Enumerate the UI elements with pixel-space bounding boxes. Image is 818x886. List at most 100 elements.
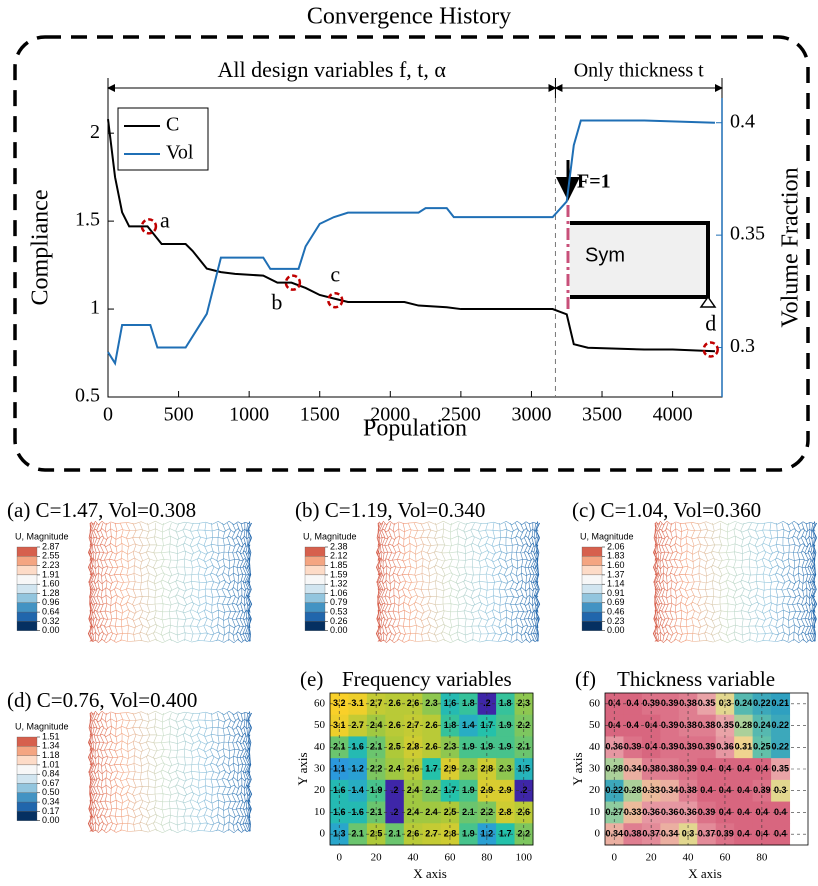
cell-label: 2.2 <box>481 807 494 817</box>
cell-label: 0.35 <box>698 698 716 708</box>
y-tick-label: 0.5 <box>75 385 100 407</box>
colorbar-box <box>16 611 38 622</box>
domain <box>570 223 708 297</box>
cell-label: 0.4 <box>737 785 750 795</box>
cell-label: 0.4 <box>756 763 769 773</box>
frame <box>13 35 810 472</box>
colorbar-box <box>581 556 603 566</box>
cell-label: 2.9 <box>481 785 494 795</box>
heat-cell <box>678 758 698 781</box>
colorbar-box <box>304 584 326 594</box>
heat-cell <box>697 779 717 803</box>
cell-label: 0.36 <box>642 807 660 817</box>
cell-label: 1.8 <box>462 698 475 708</box>
cell-label: 0.39 <box>642 698 660 708</box>
cell-label: 1.9 <box>499 720 512 730</box>
heat-cell <box>366 823 386 846</box>
colorbar-box <box>16 736 38 747</box>
colorbar-box <box>16 565 38 576</box>
heat-cell <box>366 693 386 716</box>
colorbar-tick-label: 0.96 <box>42 597 60 607</box>
cell-label: 2.4 <box>407 785 420 795</box>
cell-label: 1.7 <box>425 763 438 773</box>
y2-tick-label: 0.4 <box>730 110 755 132</box>
panel-label: (f) <box>575 667 596 691</box>
cell-label: 2.8 <box>481 763 494 773</box>
x-tick-label: 40 <box>683 852 695 864</box>
colorbar-box <box>581 593 603 603</box>
cell-label: 0.4 <box>737 763 750 773</box>
colorbar-tick-label: 1.59 <box>330 569 348 579</box>
cell-label: 2.1 <box>333 742 346 752</box>
colorbar-tick-label: 1.37 <box>607 569 625 579</box>
cell-label: 0.3 <box>774 785 787 795</box>
domain-edge <box>570 221 710 299</box>
cell-label: 0.38 <box>624 829 642 839</box>
colorbar-box <box>16 783 38 793</box>
cell-label: 2.6 <box>407 829 420 839</box>
x-tick-label: 1000 <box>229 404 269 426</box>
point-marker <box>140 218 158 235</box>
y-tick-label: 30 <box>314 763 326 775</box>
heat-cell <box>385 736 405 759</box>
colorbar-tick-label: 0.64 <box>42 606 60 616</box>
cell-label: 0.4 <box>719 807 732 817</box>
heat-cell <box>422 714 442 737</box>
colorbar-box <box>16 764 38 775</box>
cell-label: 0.4 <box>737 807 750 817</box>
colorbar-tick-label: 0.84 <box>42 769 60 779</box>
x-tick-label: 2500 <box>441 404 481 426</box>
colorbar-box <box>581 602 603 613</box>
cell-label: 0.4 <box>645 742 658 752</box>
cell-label: 1.6 <box>333 785 346 795</box>
heat-cell <box>660 779 680 803</box>
cell-label: 0.38 <box>642 763 660 773</box>
cell-label: 0.3 <box>719 698 732 708</box>
cell-label: 0.4 <box>756 807 769 817</box>
legend-box <box>117 107 209 171</box>
colorbar-tick-label: 0.26 <box>330 616 348 626</box>
heat-cell <box>403 758 423 781</box>
colorbar-box <box>304 611 326 622</box>
heat-cell <box>678 693 698 716</box>
cell-label: 1.6 <box>444 698 457 708</box>
y-tick-label: 20 <box>314 784 326 796</box>
colorbar-box <box>16 746 38 756</box>
cell-label: 1.9 <box>462 785 475 795</box>
colorbar-box <box>16 556 38 566</box>
cell-label: 0.37 <box>642 829 660 839</box>
cell-label: 2.7 <box>370 698 383 708</box>
colorbar-box <box>16 574 38 585</box>
heat-cell <box>330 758 349 781</box>
x-tick-label: 0 <box>336 852 342 864</box>
heat-cell <box>660 714 680 737</box>
mesh <box>87 710 253 834</box>
series-line <box>107 118 715 353</box>
cell-label: .2 <box>391 785 399 795</box>
colorbar-box <box>16 621 38 631</box>
cell-label: 2.6 <box>407 698 420 708</box>
x-tick-label: 3500 <box>582 404 622 426</box>
cell-label: 1.6 <box>333 807 346 817</box>
colorbar-title: U, Magnitude <box>303 531 357 541</box>
cell-label: 0.33 <box>624 807 642 817</box>
heat-cell <box>348 779 368 803</box>
series-line <box>107 119 715 366</box>
colorbar-box <box>16 593 38 603</box>
panel-title: Frequency variables <box>342 667 512 691</box>
x-tick-label: 60 <box>444 852 456 864</box>
colorbar-box <box>304 574 326 585</box>
cell-label: 0.39 <box>753 785 771 795</box>
cell-label: .2 <box>520 785 528 795</box>
colorbar-tick-label: 1.51 <box>42 731 60 741</box>
cell-label: 0.37 <box>698 829 716 839</box>
x-tick-label: 3000 <box>511 404 551 426</box>
cell-label: .2 <box>391 807 399 817</box>
colorbar-tick-label: 0.50 <box>42 787 60 797</box>
cell-label: 2.1 <box>370 807 383 817</box>
cell-label: 1.6 <box>351 807 364 817</box>
panel-title: (a) C=1.47, Vol=0.308 <box>7 498 196 522</box>
heat-cell <box>697 736 717 759</box>
colorbar-tick-label: 1.60 <box>607 560 625 570</box>
colorbar-tick-label: 1.01 <box>42 759 60 769</box>
